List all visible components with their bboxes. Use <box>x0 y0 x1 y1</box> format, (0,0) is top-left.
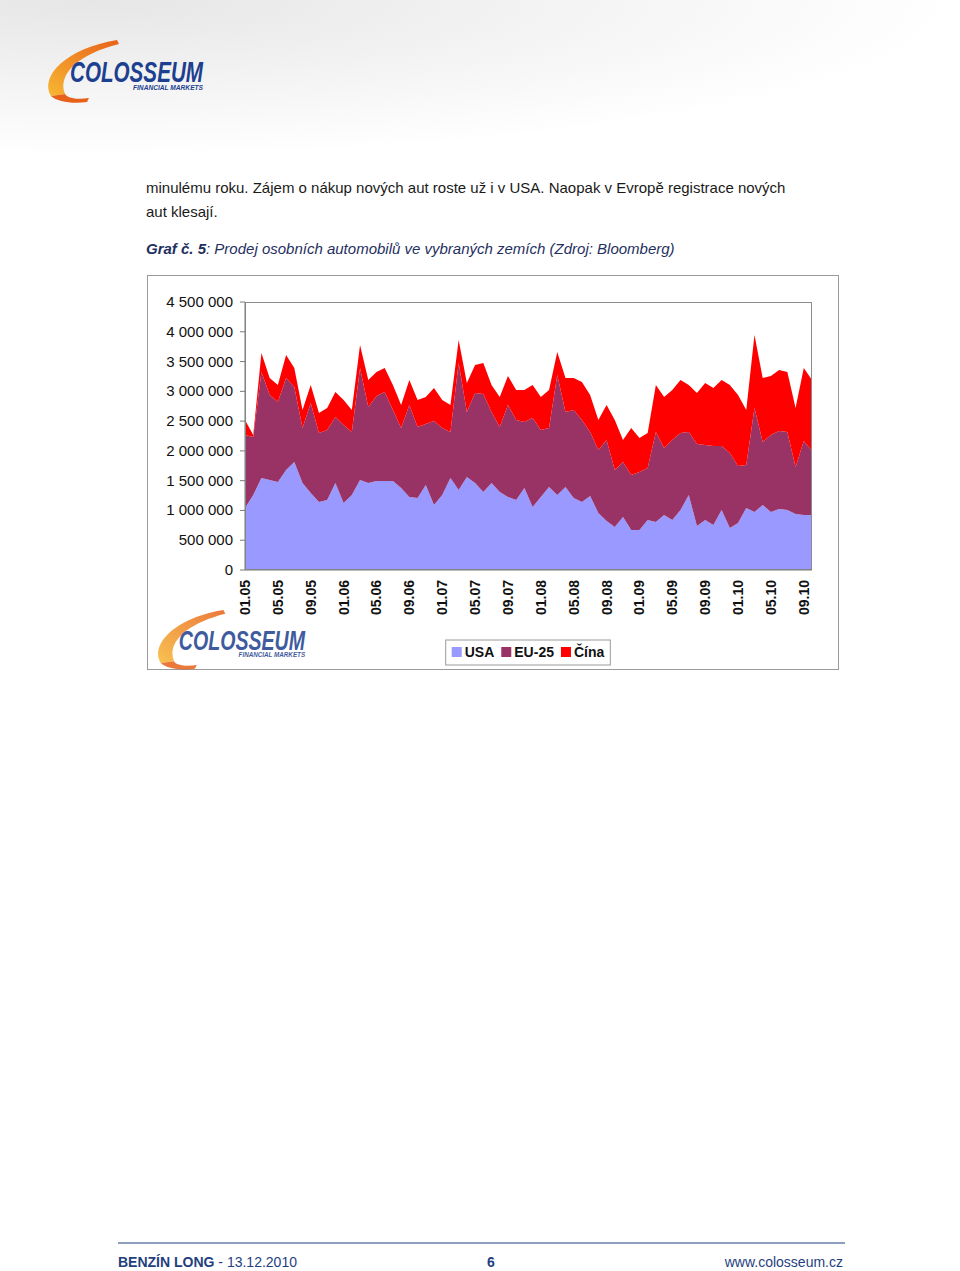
legend-label: Čína <box>574 643 605 660</box>
paragraph-line: aut klesají. <box>146 203 218 220</box>
legend-swatch <box>452 647 462 657</box>
plot-background <box>245 302 812 570</box>
x-tick-label: 05.08 <box>566 580 582 615</box>
y-tick-label: 3 500 000 <box>166 353 233 370</box>
legend: USA EU-25 Čína <box>446 640 611 665</box>
y-tick-label: 0 <box>225 561 233 578</box>
y-tick <box>240 391 245 392</box>
plot-border <box>246 303 812 570</box>
logo-swoosh <box>51 94 89 103</box>
legend-swatch <box>501 647 511 657</box>
y-tick <box>240 331 245 332</box>
y-tick <box>240 421 245 422</box>
x-tick-label: 05.06 <box>368 580 384 615</box>
y-tick <box>240 510 245 511</box>
legend-box <box>446 640 611 665</box>
y-tick-label: 4 500 000 <box>166 293 233 310</box>
x-tick-label: 09.08 <box>599 580 615 615</box>
x-tick-label: 01.05 <box>237 580 253 615</box>
area-series <box>245 335 812 475</box>
legend-label: EU-25 <box>514 644 554 660</box>
y-tick <box>240 450 245 451</box>
x-tick-label: 05.10 <box>763 580 779 615</box>
logo: COLOSSEUMFINANCIAL MARKETS <box>48 40 203 103</box>
areas <box>245 335 812 570</box>
x-tick-label: 09.07 <box>500 580 516 615</box>
logo-tagline: FINANCIAL MARKETS <box>239 651 306 658</box>
y-tick <box>240 480 245 481</box>
y-tick <box>240 302 245 303</box>
x-tick-label: 01.06 <box>336 580 352 615</box>
footer-url: www.colosseum.cz <box>724 1254 843 1270</box>
footer-page: 6 <box>487 1254 495 1270</box>
logo: COLOSSEUMFINANCIAL MARKETS <box>158 610 306 670</box>
x-tick-label: 01.09 <box>631 580 647 615</box>
legend-label: USA <box>465 644 495 660</box>
footer-rule <box>118 1242 845 1243</box>
y-tick-label: 4 000 000 <box>166 323 233 340</box>
logo-swoosh <box>161 661 197 669</box>
x-tick-label: 09.09 <box>697 580 713 615</box>
y-tick <box>240 570 245 571</box>
caption: Graf č. 5: Prodej osobních automobilů ve… <box>146 240 675 257</box>
logo-tagline: FINANCIAL MARKETS <box>133 84 203 91</box>
y-tick-label: 1 500 000 <box>166 472 233 489</box>
x-tick-label: 01.08 <box>533 580 549 615</box>
legend-swatch <box>561 647 571 657</box>
paragraph-line: minulému roku. Zájem o nákup nových aut … <box>146 179 785 196</box>
x-tick-label: 01.10 <box>730 580 746 615</box>
y-tick-label: 500 000 <box>179 531 233 548</box>
caption-label: Graf č. 5 <box>146 240 207 257</box>
y-tick-label: 3 000 000 <box>166 382 233 399</box>
x-tick-label: 05.05 <box>270 580 286 615</box>
y-tick-label: 1 000 000 <box>166 501 233 518</box>
x-tick-label: 09.10 <box>796 580 812 615</box>
page: COLOSSEUMFINANCIAL MARKETS minulému roku.… <box>0 0 960 1271</box>
x-tick-label: 05.09 <box>664 580 680 615</box>
x-axis-line <box>245 570 812 571</box>
x-tick-label: 05.07 <box>467 580 483 615</box>
x-tick-label: 09.06 <box>401 580 417 615</box>
y-tick <box>240 540 245 541</box>
x-tick-label: 09.05 <box>303 580 319 615</box>
header-background <box>0 0 960 175</box>
y-axis-line <box>245 302 246 570</box>
page-background <box>0 0 960 1271</box>
y-tick-label: 2 000 000 <box>166 442 233 459</box>
x-tick-label: 01.07 <box>434 580 450 615</box>
footer-title: BENZÍN LONG <box>118 1254 215 1270</box>
footer-date: - 13.12.2010 <box>214 1254 297 1270</box>
y-tick <box>240 361 245 362</box>
caption-text: : Prodej osobních automobilů ve vybranýc… <box>206 240 675 257</box>
footer-left: BENZÍN LONG - 13.12.2010 <box>118 1254 297 1270</box>
chart-frame <box>148 276 839 670</box>
y-tick-label: 2 500 000 <box>166 412 233 429</box>
